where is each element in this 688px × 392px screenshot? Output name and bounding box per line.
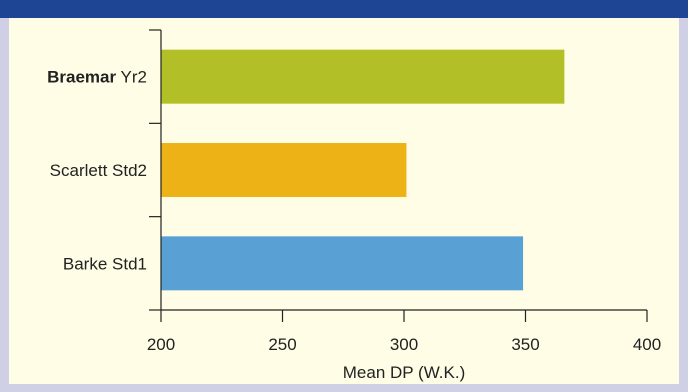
header-bar <box>0 0 688 18</box>
bar-barke-std1 <box>161 236 524 291</box>
x-tick-label: 200 <box>147 335 175 354</box>
y-tick-label: Braemar Yr2 <box>47 68 147 87</box>
x-tick-label: 400 <box>633 335 661 354</box>
y-tick-label: Barke Std1 <box>63 254 147 273</box>
x-tick-label: 350 <box>511 335 539 354</box>
y-tick-label: Scarlett Std2 <box>50 161 147 180</box>
bar-braemar-yr2 <box>161 49 565 104</box>
x-tick-label: 250 <box>268 335 296 354</box>
x-axis-label: Mean DP (W.K.) <box>343 363 466 382</box>
x-tick-label: 300 <box>390 335 418 354</box>
bar-scarlett-std2 <box>161 143 407 197</box>
